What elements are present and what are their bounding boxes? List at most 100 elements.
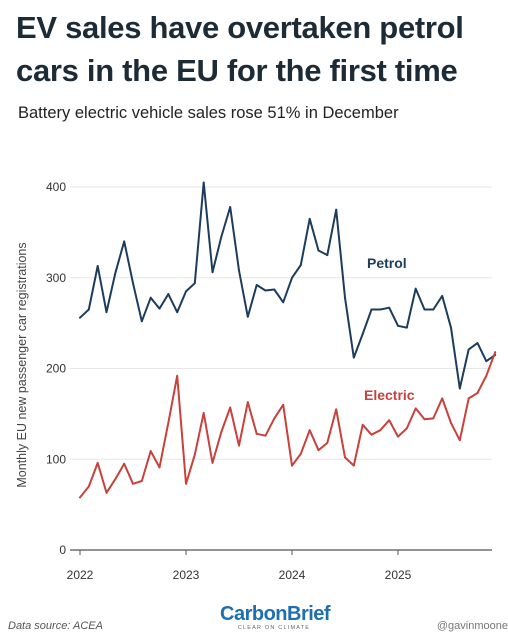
y-tick-label: 300	[46, 271, 66, 285]
series-line-electric	[79, 351, 497, 499]
data-point-petrol	[441, 295, 444, 297]
data-point-petrol	[282, 301, 285, 304]
data-point-petrol	[202, 181, 205, 184]
data-point-electric	[291, 464, 293, 467]
chart-subtitle: Battery electric vehicle sales rose 51% …	[18, 104, 399, 122]
data-point-electric	[273, 417, 276, 420]
data-point-petrol	[397, 324, 399, 327]
data-point-petrol	[379, 308, 382, 311]
data-point-electric	[158, 466, 161, 469]
carbonbrief-logo: CarbonBrief CLEAR ON CLIMATE	[220, 603, 331, 632]
data-point-electric	[476, 392, 479, 394]
data-point-petrol	[485, 360, 488, 363]
axes: 0 100 200 300 400 2022 2023 2024 2025	[46, 180, 412, 582]
data-point-petrol	[229, 206, 232, 208]
data-point-petrol	[264, 289, 267, 292]
data-point-electric	[176, 374, 179, 377]
data-point-petrol	[132, 282, 134, 285]
data-point-electric	[308, 429, 311, 432]
data-point-electric	[114, 478, 117, 481]
series-lines	[79, 181, 497, 499]
data-point-electric	[211, 461, 214, 464]
x-tick-label: 2023	[173, 568, 200, 582]
data-point-electric	[105, 491, 108, 494]
data-point-petrol	[176, 311, 179, 314]
data-point-petrol	[361, 333, 364, 335]
brand-tagline: CLEAR ON CLIMATE	[237, 625, 311, 631]
data-point-electric	[79, 496, 81, 499]
data-point-petrol	[79, 316, 81, 319]
data-point-electric	[264, 434, 267, 437]
data-point-electric	[414, 407, 417, 410]
data-point-electric	[352, 464, 355, 467]
data-point-petrol	[255, 284, 258, 286]
data-point-electric	[149, 450, 152, 452]
data-point-petrol	[211, 271, 214, 274]
data-point-petrol	[317, 249, 320, 252]
y-tick-label: 100	[46, 452, 66, 466]
data-point-petrol	[291, 276, 293, 279]
data-point-petrol	[432, 308, 435, 311]
data-point-petrol	[273, 288, 276, 291]
data-point-petrol	[423, 308, 426, 311]
data-point-electric	[238, 444, 240, 447]
data-point-electric	[450, 422, 452, 424]
data-point-electric	[494, 351, 497, 354]
data-point-petrol	[149, 296, 152, 299]
data-point-petrol	[308, 217, 311, 220]
y-tick-label: 400	[46, 180, 66, 194]
series-label-petrol: Petrol	[367, 255, 407, 271]
y-axis-label: Monthly EU new passenger car registratio…	[15, 242, 29, 487]
data-point-electric	[246, 401, 249, 403]
brand-name: CarbonBrief	[220, 603, 331, 625]
data-point-electric	[335, 408, 338, 411]
data-point-petrol	[193, 282, 196, 285]
data-point-petrol	[114, 272, 117, 275]
data-point-electric	[441, 397, 444, 400]
author-handle: @gavinmoone	[436, 620, 508, 632]
data-point-electric	[229, 406, 232, 409]
data-point-petrol	[96, 265, 99, 267]
data-point-petrol	[352, 356, 355, 359]
data-point-electric	[379, 429, 382, 432]
data-point-petrol	[370, 308, 373, 311]
data-point-electric	[326, 442, 329, 444]
data-point-petrol	[158, 307, 161, 310]
data-point-petrol	[405, 326, 408, 329]
gridlines	[70, 186, 492, 551]
data-point-electric	[423, 418, 426, 421]
data-point-petrol	[238, 269, 240, 272]
data-point-petrol	[220, 236, 223, 238]
data-point-petrol	[450, 326, 452, 329]
data-point-electric	[370, 433, 373, 436]
series-labels: Petrol Electric	[364, 255, 415, 403]
data-point-petrol	[87, 308, 90, 311]
y-tick-label: 200	[46, 362, 66, 376]
data-point-electric	[388, 419, 391, 422]
data-point-electric	[317, 449, 320, 452]
line-chart: 0 100 200 300 400 2022 2023 2024 2025 Petrol Elec…	[15, 180, 497, 582]
series-label-electric: Electric	[364, 387, 415, 403]
series-line-petrol	[79, 181, 497, 390]
data-point-electric	[193, 453, 196, 456]
data-point-electric	[185, 482, 187, 485]
data-point-electric	[458, 439, 461, 442]
data-point-electric	[467, 397, 470, 400]
data-point-petrol	[388, 306, 391, 309]
data-point-petrol	[123, 240, 126, 243]
data-point-petrol	[414, 287, 417, 290]
data-point-electric	[202, 412, 205, 414]
data-point-electric	[167, 422, 170, 424]
data-point-petrol	[467, 348, 470, 351]
data-point-electric	[282, 403, 285, 406]
data-point-petrol	[299, 264, 302, 266]
data-point-electric	[432, 417, 435, 420]
data-point-electric	[220, 431, 223, 433]
data-point-electric	[397, 435, 399, 438]
data-point-petrol	[140, 320, 143, 323]
data-point-petrol	[335, 208, 338, 211]
data-point-petrol	[167, 293, 170, 295]
data-point-petrol	[185, 290, 187, 293]
data-point-electric	[96, 461, 99, 464]
chart-title: EV sales have overtaken petrol cars in t…	[16, 10, 464, 88]
